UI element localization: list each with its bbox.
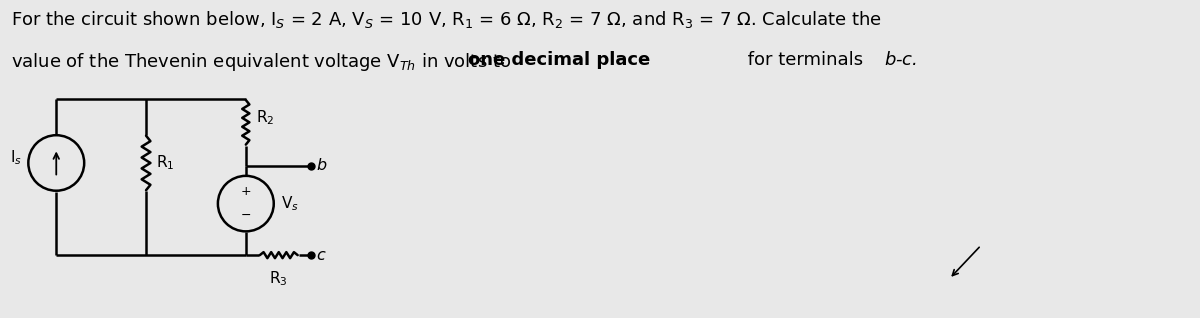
Text: c: c xyxy=(317,248,325,263)
Text: $b$-$c$.: $b$-$c$. xyxy=(884,51,918,69)
Text: −: − xyxy=(240,209,251,222)
Text: +: + xyxy=(240,185,251,198)
Circle shape xyxy=(218,176,274,232)
Text: b: b xyxy=(317,158,326,173)
Text: V$_s$: V$_s$ xyxy=(281,194,299,213)
Text: For the circuit shown below, I$_S$ = 2 A, V$_S$ = 10 V, R$_1$ = 6 $\Omega$, R$_2: For the circuit shown below, I$_S$ = 2 A… xyxy=(11,9,882,30)
Circle shape xyxy=(29,135,84,191)
Text: value of the Thevenin equivalent voltage V$_{Th}$ in volts to: value of the Thevenin equivalent voltage… xyxy=(11,51,512,73)
Text: for terminals: for terminals xyxy=(742,51,869,69)
Text: R$_2$: R$_2$ xyxy=(256,108,275,127)
Text: I$_s$: I$_s$ xyxy=(11,149,23,167)
Text: R$_1$: R$_1$ xyxy=(156,154,174,172)
Text: R$_3$: R$_3$ xyxy=(270,269,288,288)
Text: one decimal place: one decimal place xyxy=(468,51,650,69)
